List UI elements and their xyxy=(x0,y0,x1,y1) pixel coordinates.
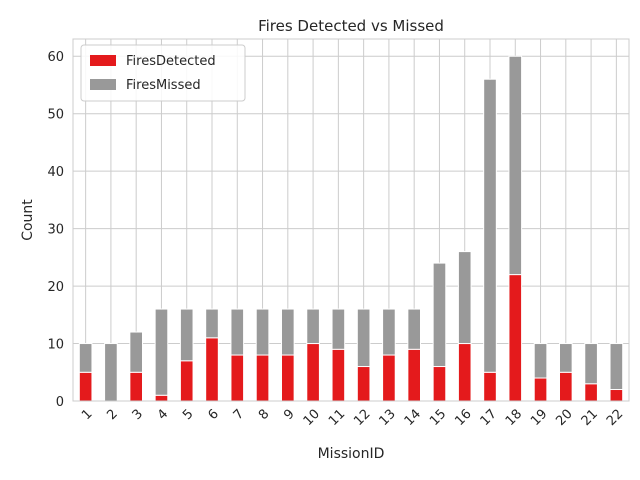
bar-fires-detected xyxy=(508,274,523,402)
x-axis-label: MissionID xyxy=(318,446,385,462)
bar-fires-detected xyxy=(154,394,169,402)
legend-swatch-fires-missed xyxy=(90,79,116,90)
bar-fires-missed xyxy=(331,308,346,350)
y-tick-labels: 0 10 20 30 40 50 60 xyxy=(47,50,64,410)
bar-fires-missed xyxy=(457,251,472,345)
bar-fires-missed xyxy=(559,343,573,373)
bar-fires-detected xyxy=(483,371,497,402)
bar-fires-detected xyxy=(407,348,422,402)
bar-fires-detected xyxy=(255,354,270,402)
x-tick-label: 6 xyxy=(205,407,221,423)
x-tick-label: 2 xyxy=(104,407,120,423)
bar-fires-missed xyxy=(255,308,270,356)
x-tick-label: 7 xyxy=(231,407,247,423)
bar-fires-missed xyxy=(179,308,194,362)
x-tick-label: 9 xyxy=(281,407,297,423)
bar-fires-missed xyxy=(382,308,396,356)
x-tick-label: 14 xyxy=(402,407,424,429)
x-tick-label: 8 xyxy=(256,407,272,423)
x-tick-label: 19 xyxy=(528,407,550,429)
x-tick-label: 22 xyxy=(604,407,626,429)
bar-fires-missed xyxy=(584,343,598,385)
bar-fires-missed xyxy=(104,343,118,402)
x-tick-label: 3 xyxy=(130,407,146,423)
y-tick-label: 20 xyxy=(47,280,64,295)
bar-fires-detected xyxy=(432,366,447,402)
y-tick-label: 60 xyxy=(47,50,64,65)
x-tick-label: 16 xyxy=(452,407,474,429)
bar-fires-missed xyxy=(407,308,422,350)
y-tick-label: 0 xyxy=(56,395,64,410)
bar-fires-detected xyxy=(382,354,396,402)
x-tick-label: 21 xyxy=(579,407,601,429)
bar-fires-missed xyxy=(508,55,523,276)
bar-fires-missed xyxy=(306,308,320,345)
legend-box xyxy=(80,44,246,102)
x-tick-label: 1 xyxy=(79,407,95,423)
bar-fires-detected xyxy=(306,343,320,402)
y-tick-label: 50 xyxy=(47,108,64,123)
y-tick-label: 10 xyxy=(47,338,64,353)
y-tick-label: 30 xyxy=(47,223,64,238)
x-tick-label: 4 xyxy=(155,407,171,423)
chart-title: Fires Detected vs Missed xyxy=(258,17,444,35)
bar-fires-detected xyxy=(457,343,472,402)
bars-group xyxy=(78,55,624,402)
bar-fires-missed xyxy=(205,308,219,339)
x-tick-label: 13 xyxy=(377,407,399,429)
bar-fires-missed xyxy=(432,262,447,368)
legend-label-fires-detected: FiresDetected xyxy=(126,54,216,69)
x-tick-label: 17 xyxy=(478,407,500,429)
bar-fires-missed xyxy=(154,308,169,396)
bar-fires-missed xyxy=(230,308,245,356)
bar-fires-detected xyxy=(78,371,93,402)
bar-fires-detected xyxy=(331,348,346,402)
plot-frame xyxy=(72,38,630,402)
bar-fires-missed xyxy=(533,343,548,379)
bar-fires-detected xyxy=(609,389,624,402)
bar-fires-detected xyxy=(230,354,245,402)
bar-fires-detected xyxy=(205,337,219,402)
y-axis-label: Count xyxy=(20,199,36,241)
bar-fires-detected xyxy=(129,371,143,402)
bar-fires-missed xyxy=(609,343,624,391)
bar-fires-detected xyxy=(281,354,295,402)
x-tick-label: 11 xyxy=(326,407,348,429)
bar-fires-missed xyxy=(483,78,497,373)
legend-swatch-fires-detected xyxy=(90,55,116,66)
x-tick-label: 18 xyxy=(503,407,525,429)
bar-fires-detected xyxy=(584,383,598,402)
bar-fires-detected xyxy=(533,377,548,402)
bar-fires-missed xyxy=(129,331,143,373)
bar-fires-missed xyxy=(281,308,295,356)
legend: FiresDetected FiresMissed xyxy=(80,44,246,102)
bar-fires-detected xyxy=(559,371,573,402)
x-tick-label: 15 xyxy=(427,407,449,429)
legend-label-fires-missed: FiresMissed xyxy=(126,78,201,93)
x-tick-label: 20 xyxy=(553,407,575,429)
x-tick-label: 10 xyxy=(301,407,323,429)
bar-fires-missed xyxy=(356,308,371,368)
bar-fires-detected xyxy=(179,360,194,402)
x-tick-labels: 1 2 3 4 5 6 7 8 9 10 11 12 13 14 15 16 17 18 19 20 21 22 xyxy=(79,407,626,429)
bar-fires-detected xyxy=(356,366,371,402)
bar-fires-missed xyxy=(78,343,93,373)
x-tick-label: 12 xyxy=(351,407,373,429)
x-tick-label: 5 xyxy=(180,407,196,423)
y-tick-label: 40 xyxy=(47,165,64,180)
